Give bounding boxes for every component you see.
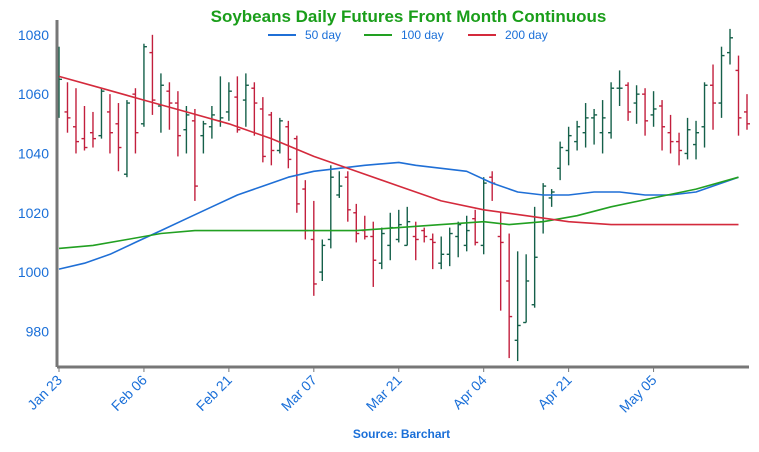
legend-swatch-100-day	[364, 34, 392, 36]
x-tick-label: Apr 21	[534, 372, 575, 413]
legend-label-200-day: 200 day	[505, 28, 548, 42]
legend-swatch-50-day	[268, 34, 296, 36]
legend-item-100-day: 100 day	[364, 27, 444, 43]
y-tick-label: 1060	[18, 86, 49, 102]
series-line-100-day	[58, 176, 739, 250]
source-label: Source: Barchart	[352, 427, 451, 441]
x-tick-label: Jan 23	[24, 372, 65, 413]
y-tick-label: 1040	[18, 145, 49, 161]
series-line-200-day	[58, 75, 739, 226]
x-tick-label: Feb 21	[193, 372, 235, 414]
legend-label-100-day: 100 day	[401, 28, 444, 42]
x-tick-label: May 05	[616, 372, 660, 416]
y-tick-label: 980	[26, 323, 50, 339]
x-tick-label: Apr 04	[449, 372, 490, 413]
legend-item-50-day: 50 day	[268, 27, 341, 43]
chart-title: Soybeans Daily Futures Front Month Conti…	[210, 7, 607, 26]
x-tick-label: Mar 07	[278, 372, 320, 414]
series-line-50-day	[58, 161, 739, 270]
y-tick-label: 1080	[18, 27, 49, 43]
legend-item-200-day: 200 day	[468, 27, 548, 43]
legend-label-50-day: 50 day	[305, 28, 342, 42]
y-tick-label: 1000	[18, 264, 49, 280]
x-tick-label: Feb 06	[108, 372, 150, 414]
x-tick-label: Mar 21	[363, 372, 405, 414]
legend-swatch-200-day	[468, 34, 496, 36]
y-tick-label: 1020	[18, 205, 49, 221]
